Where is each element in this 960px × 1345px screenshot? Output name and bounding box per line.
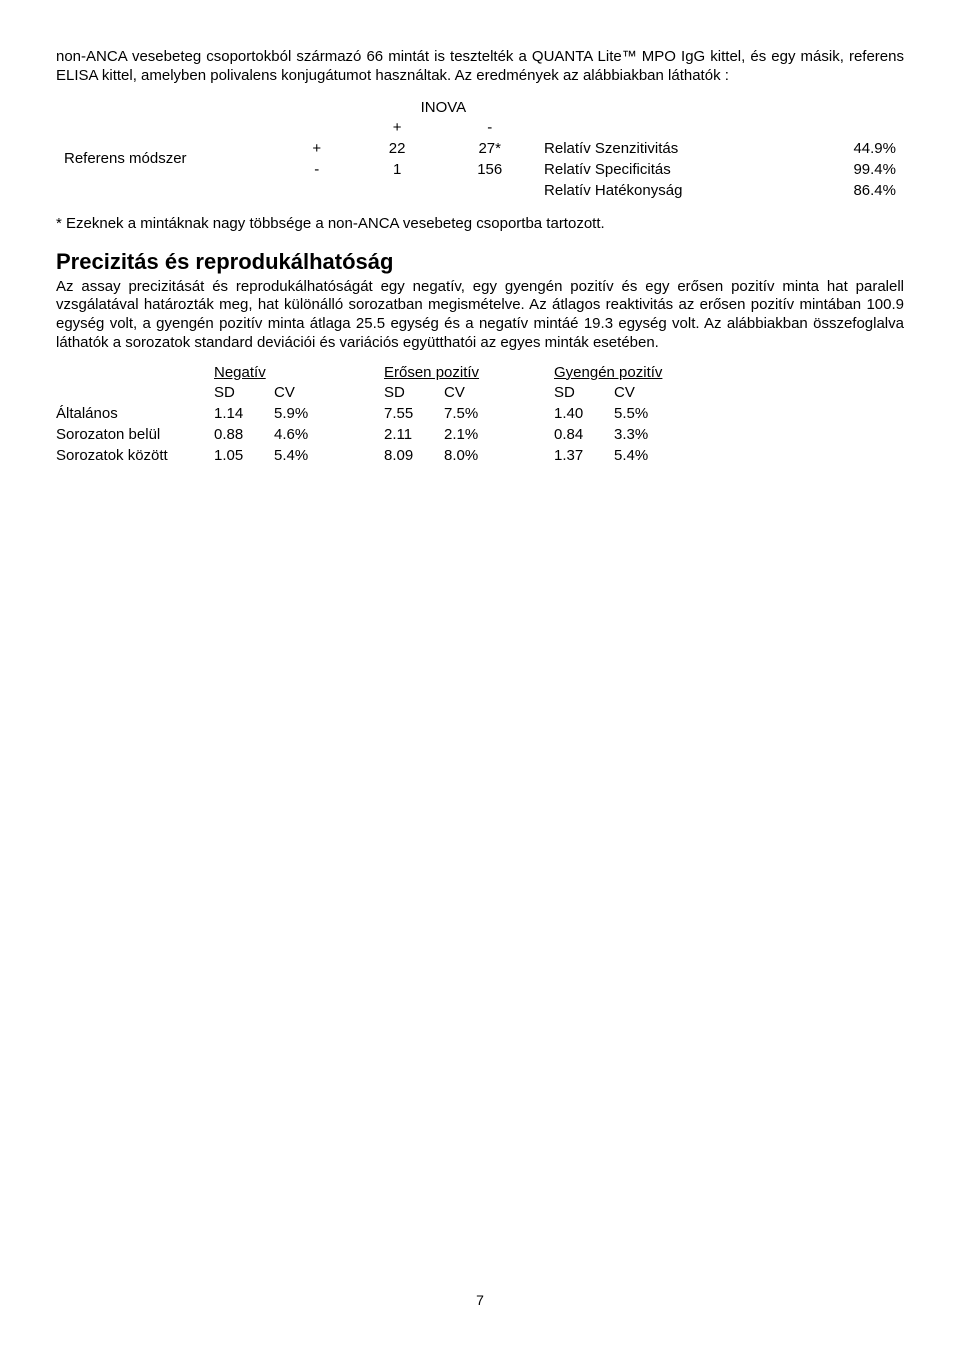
cell: 5.9% [274,404,384,425]
cell: 0.84 [554,425,614,446]
table-row: Sorozaton belül 0.88 4.6% 2.11 2.1% 0.84… [56,425,724,446]
table-row: Sorozatok között 1.05 5.4% 8.09 8.0% 1.3… [56,446,724,467]
cell: 3.3% [614,425,724,446]
cell: 1.40 [554,404,614,425]
inova-table-wrap: INOVA + - Referens módszer + 22 27* Rela… [56,98,904,202]
cell: 4.6% [274,425,384,446]
cell: 2.11 [384,425,444,446]
footnote: * Ezeknek a mintáknak nagy többsége a no… [56,215,904,234]
metric-value: 99.4% [811,160,904,181]
row-label: Sorozatok között [56,446,214,467]
group-header: Gyengén pozitív [554,363,724,384]
subcol: SD [214,383,274,404]
subcol: CV [614,383,724,404]
inova-table: INOVA + - Referens módszer + 22 27* Rela… [56,98,904,202]
cell: 5.4% [614,446,724,467]
table-row: Általános 1.14 5.9% 7.55 7.5% 1.40 5.5% [56,404,724,425]
cell: 7.55 [384,404,444,425]
cell: 8.09 [384,446,444,467]
subcol: SD [554,383,614,404]
metric-label: Relatív Hatékonyság [536,181,811,202]
section-title: Precizitás és reprodukálhatóság [56,248,904,276]
cell: 1.37 [554,446,614,467]
cell-b: 27* [443,139,536,160]
col-plus: + [351,118,444,139]
referens-rowhead: Referens módszer [56,139,283,181]
subcol: CV [444,383,554,404]
metric-label: Relatív Szenzitivitás [536,139,811,160]
inova-title: INOVA [351,98,536,119]
row-sign: - [283,160,351,181]
stats-table: Negatív Erősen pozitív Gyengén pozitív S… [56,363,724,467]
group-header: Negatív [214,363,384,384]
col-minus: - [443,118,536,139]
cell-b: 156 [443,160,536,181]
metric-value: 44.9% [811,139,904,160]
cell: 1.05 [214,446,274,467]
cell: 5.4% [274,446,384,467]
cell: 1.14 [214,404,274,425]
metric-label: Relatív Specificitás [536,160,811,181]
subcol: SD [384,383,444,404]
section-paragraph: Az assay precizitását és reprodukálhatós… [56,278,904,353]
cell: 2.1% [444,425,554,446]
row-label: Általános [56,404,214,425]
cell-a: 22 [351,139,444,160]
cell: 0.88 [214,425,274,446]
subcol: CV [274,383,384,404]
intro-paragraph: non-ANCA vesebeteg csoportokból származó… [56,48,904,86]
row-label: Sorozaton belül [56,425,214,446]
row-sign: + [283,139,351,160]
page-number: 7 [0,1292,960,1310]
cell: 7.5% [444,404,554,425]
cell: 5.5% [614,404,724,425]
group-header: Erősen pozitív [384,363,554,384]
cell-a: 1 [351,160,444,181]
cell: 8.0% [444,446,554,467]
metric-value: 86.4% [811,181,904,202]
